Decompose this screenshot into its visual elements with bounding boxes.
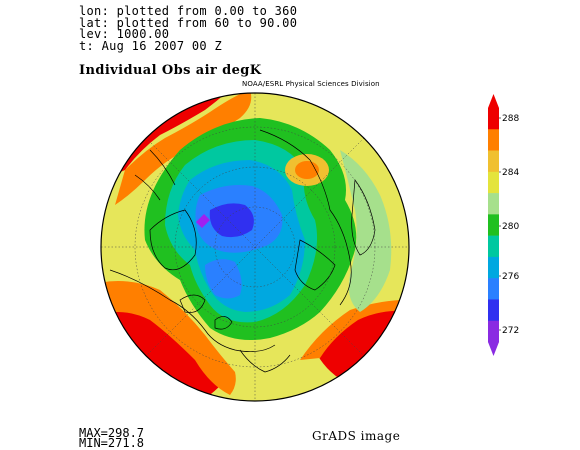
colorbar-swatch bbox=[488, 235, 499, 258]
colorbar-swatch bbox=[488, 193, 499, 215]
plot-metadata: lon: plotted from 0.00 to 360 lat: plott… bbox=[79, 4, 298, 53]
purple-spot bbox=[196, 214, 210, 228]
colorbar-min-arrow bbox=[488, 342, 499, 356]
coastline-europe bbox=[294, 239, 336, 291]
colorbar-swatch bbox=[488, 214, 499, 236]
colorbar-tick-label: 280 bbox=[502, 222, 519, 232]
map-boundary bbox=[100, 92, 410, 402]
plot-title: Individual Obs air degK bbox=[79, 63, 262, 78]
colorbar-swatch bbox=[488, 256, 499, 279]
min-value: MIN=271.8 bbox=[79, 436, 145, 450]
colorbar-swatch bbox=[488, 129, 499, 151]
min-max-stats: MAX=298.7 MIN=271.8 bbox=[79, 426, 145, 450]
coastline-canada bbox=[109, 269, 276, 352]
lon-line: lon: plotted from 0.00 to 360 bbox=[79, 4, 298, 18]
lat-line: lat: plotted from 60 to 90.00 bbox=[79, 15, 298, 30]
coastline-arctic-islands bbox=[179, 294, 233, 330]
colorbar-max-arrow bbox=[488, 94, 499, 108]
coastline-siberia bbox=[259, 129, 352, 306]
colorbar-tick-label: 284 bbox=[502, 168, 519, 178]
colorbar-tick-label: 276 bbox=[502, 272, 519, 282]
colorbar-swatch bbox=[488, 278, 499, 300]
temperature-field bbox=[101, 93, 409, 401]
colorbar-swatch bbox=[488, 150, 499, 173]
colorbar: 288 284 280 276 272 bbox=[488, 94, 519, 356]
grads-image-label: GrADS image bbox=[312, 429, 401, 443]
colorbar-swatch bbox=[488, 299, 499, 322]
coastline-hudson bbox=[239, 349, 291, 373]
coastline-alaska bbox=[134, 149, 176, 201]
coastline-scandinavia bbox=[351, 179, 376, 256]
coastlines bbox=[109, 129, 376, 373]
colorbar-swatch bbox=[488, 108, 499, 130]
deep-blue-region bbox=[209, 203, 254, 238]
blue-region-lower bbox=[205, 259, 242, 299]
yellow-region-right bbox=[340, 150, 392, 312]
credit-label: NOAA/ESRL Physical Sciences Division bbox=[242, 80, 380, 88]
lev-line: lev: 1000.00 bbox=[79, 27, 170, 41]
colorbar-swatch bbox=[488, 171, 499, 194]
max-value: MAX=298.7 bbox=[79, 426, 145, 440]
colorbar-tick-label: 272 bbox=[502, 326, 519, 336]
colorbar-tick-label: 288 bbox=[502, 114, 519, 124]
coastline-greenland bbox=[149, 209, 197, 271]
graticule bbox=[101, 93, 409, 401]
orange-band-left bbox=[101, 281, 236, 395]
time-line: t: Aug 16 2007 00 Z bbox=[79, 38, 222, 53]
colorbar-swatch bbox=[488, 320, 499, 343]
